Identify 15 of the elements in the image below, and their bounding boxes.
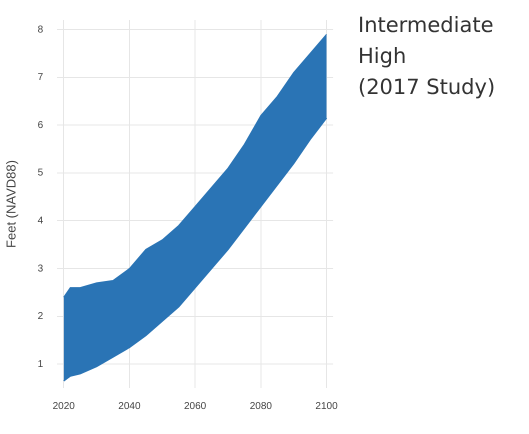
x-tick-label: 2040 — [118, 400, 141, 412]
y-tick-label: 8 — [38, 24, 44, 36]
x-tick-label: 2080 — [250, 400, 272, 412]
x-tick-label: 2100 — [315, 400, 338, 412]
y-tick-label: 5 — [38, 168, 44, 179]
y-tick-label: 7 — [38, 72, 44, 84]
y-axis-title: Feet (NAVD88) — [3, 160, 18, 248]
y-tick-label: 3 — [38, 263, 44, 274]
y-tick-label: 6 — [38, 120, 44, 131]
text: Intermediate High (2017 Study) — [358, 12, 496, 101]
y-tick-label: 4 — [38, 215, 44, 226]
x-tick-label: 2060 — [184, 400, 207, 412]
y-tick-label: 1 — [38, 358, 44, 370]
x-tick-label: 2020 — [52, 400, 76, 412]
y-tick-label: 2 — [38, 311, 44, 322]
